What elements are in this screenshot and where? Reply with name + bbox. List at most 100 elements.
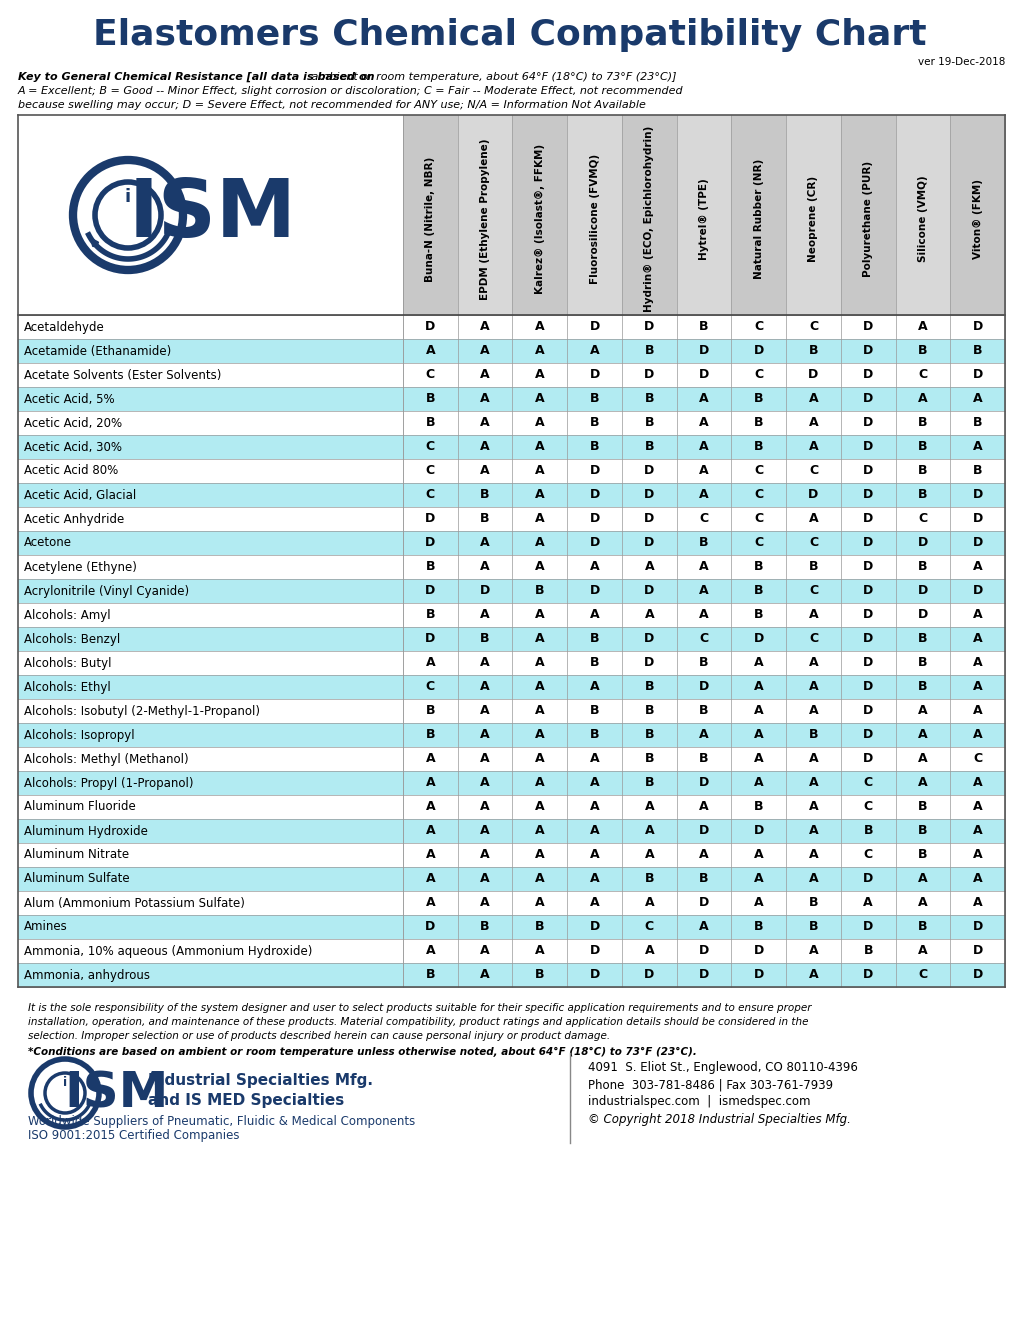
Bar: [512, 723, 567, 747]
Text: B: B: [753, 392, 763, 405]
Bar: [512, 339, 567, 363]
Bar: [840, 651, 895, 675]
Bar: [18, 964, 403, 987]
Text: A: A: [480, 945, 489, 957]
Text: Acetic Acid, 30%: Acetic Acid, 30%: [24, 441, 122, 454]
Text: D: D: [862, 392, 872, 405]
Bar: [676, 554, 731, 579]
Text: B: B: [972, 417, 981, 429]
Text: B: B: [917, 345, 926, 358]
Bar: [895, 363, 950, 387]
Text: D: D: [644, 656, 654, 669]
Text: A: A: [480, 825, 489, 837]
Text: A: A: [972, 776, 981, 789]
Text: D: D: [698, 896, 708, 909]
Bar: [950, 315, 1004, 339]
Bar: [18, 411, 403, 436]
Text: D: D: [644, 969, 654, 982]
Text: D: D: [862, 873, 872, 886]
Text: C: C: [917, 969, 926, 982]
Text: A: A: [698, 585, 708, 598]
Bar: [676, 964, 731, 987]
Text: A: A: [808, 969, 817, 982]
Text: A: A: [808, 849, 817, 862]
Text: A: A: [480, 849, 489, 862]
Text: C: C: [808, 632, 817, 645]
Text: D: D: [698, 825, 708, 837]
Bar: [895, 387, 950, 411]
Text: D: D: [589, 465, 599, 478]
Text: A: A: [808, 441, 817, 454]
Bar: [840, 507, 895, 531]
Text: D: D: [971, 969, 981, 982]
Text: D: D: [862, 705, 872, 718]
Bar: [786, 795, 840, 818]
Bar: [622, 700, 676, 723]
Text: Key to General Chemical Resistance [all data is based on: Key to General Chemical Resistance [all …: [18, 73, 374, 82]
Bar: [403, 675, 458, 700]
Text: D: D: [589, 488, 599, 502]
Bar: [676, 115, 731, 315]
Text: A: A: [480, 969, 489, 982]
Bar: [403, 363, 458, 387]
Bar: [840, 771, 895, 795]
Bar: [895, 700, 950, 723]
Bar: [458, 651, 512, 675]
Text: D: D: [971, 321, 981, 334]
Bar: [895, 795, 950, 818]
Bar: [731, 554, 786, 579]
Text: A: A: [425, 945, 435, 957]
Text: B: B: [917, 632, 926, 645]
Bar: [731, 939, 786, 964]
Bar: [950, 675, 1004, 700]
Text: ver 19-Dec-2018: ver 19-Dec-2018: [917, 57, 1004, 67]
Text: A: A: [535, 800, 544, 813]
Bar: [895, 627, 950, 651]
Bar: [458, 459, 512, 483]
Text: Buna-N (Nitrile, NBR): Buna-N (Nitrile, NBR): [425, 156, 435, 281]
Text: D: D: [644, 465, 654, 478]
Text: B: B: [917, 681, 926, 693]
Bar: [622, 939, 676, 964]
Text: C: C: [425, 465, 434, 478]
Text: A: A: [698, 488, 708, 502]
Text: Kalrez® (Isolast®, FFKM): Kalrez® (Isolast®, FFKM): [534, 144, 544, 294]
Bar: [512, 964, 567, 987]
Text: *Conditions are based on ambient or room temperature unless otherwise noted, abo: *Conditions are based on ambient or room…: [28, 1047, 696, 1057]
Text: A: A: [589, 849, 599, 862]
Text: B: B: [699, 536, 708, 549]
Bar: [403, 387, 458, 411]
Bar: [786, 915, 840, 939]
Text: A: A: [425, 776, 435, 789]
Bar: [786, 747, 840, 771]
Text: A: A: [753, 681, 763, 693]
Bar: [895, 964, 950, 987]
Text: Alcohols: Isobutyl (2-Methyl-1-Propanol): Alcohols: Isobutyl (2-Methyl-1-Propanol): [24, 705, 260, 718]
Bar: [622, 795, 676, 818]
Text: Fluorosilicone (FVMQ): Fluorosilicone (FVMQ): [589, 154, 599, 284]
Bar: [458, 700, 512, 723]
Bar: [840, 747, 895, 771]
Text: A: A: [753, 705, 763, 718]
Text: Neoprene (CR): Neoprene (CR): [808, 176, 817, 263]
Bar: [676, 651, 731, 675]
Text: Silicone (VMQ): Silicone (VMQ): [917, 176, 927, 263]
Text: B: B: [644, 345, 653, 358]
Text: A: A: [972, 609, 981, 622]
Text: Polyurethane (PUR): Polyurethane (PUR): [862, 161, 872, 277]
Bar: [567, 483, 622, 507]
Bar: [786, 483, 840, 507]
Bar: [458, 843, 512, 867]
Bar: [622, 339, 676, 363]
Bar: [895, 339, 950, 363]
Text: D: D: [971, 920, 981, 933]
Text: 4091  S. Eliot St., Englewood, CO 80110-4396: 4091 S. Eliot St., Englewood, CO 80110-4…: [587, 1061, 857, 1074]
Text: C: C: [753, 368, 762, 381]
Text: B: B: [589, 417, 599, 429]
Bar: [458, 747, 512, 771]
Bar: [950, 436, 1004, 459]
Text: Acrylonitrile (Vinyl Cyanide): Acrylonitrile (Vinyl Cyanide): [24, 585, 189, 598]
Text: A: A: [972, 729, 981, 742]
Text: B: B: [808, 345, 817, 358]
Text: D: D: [807, 488, 818, 502]
